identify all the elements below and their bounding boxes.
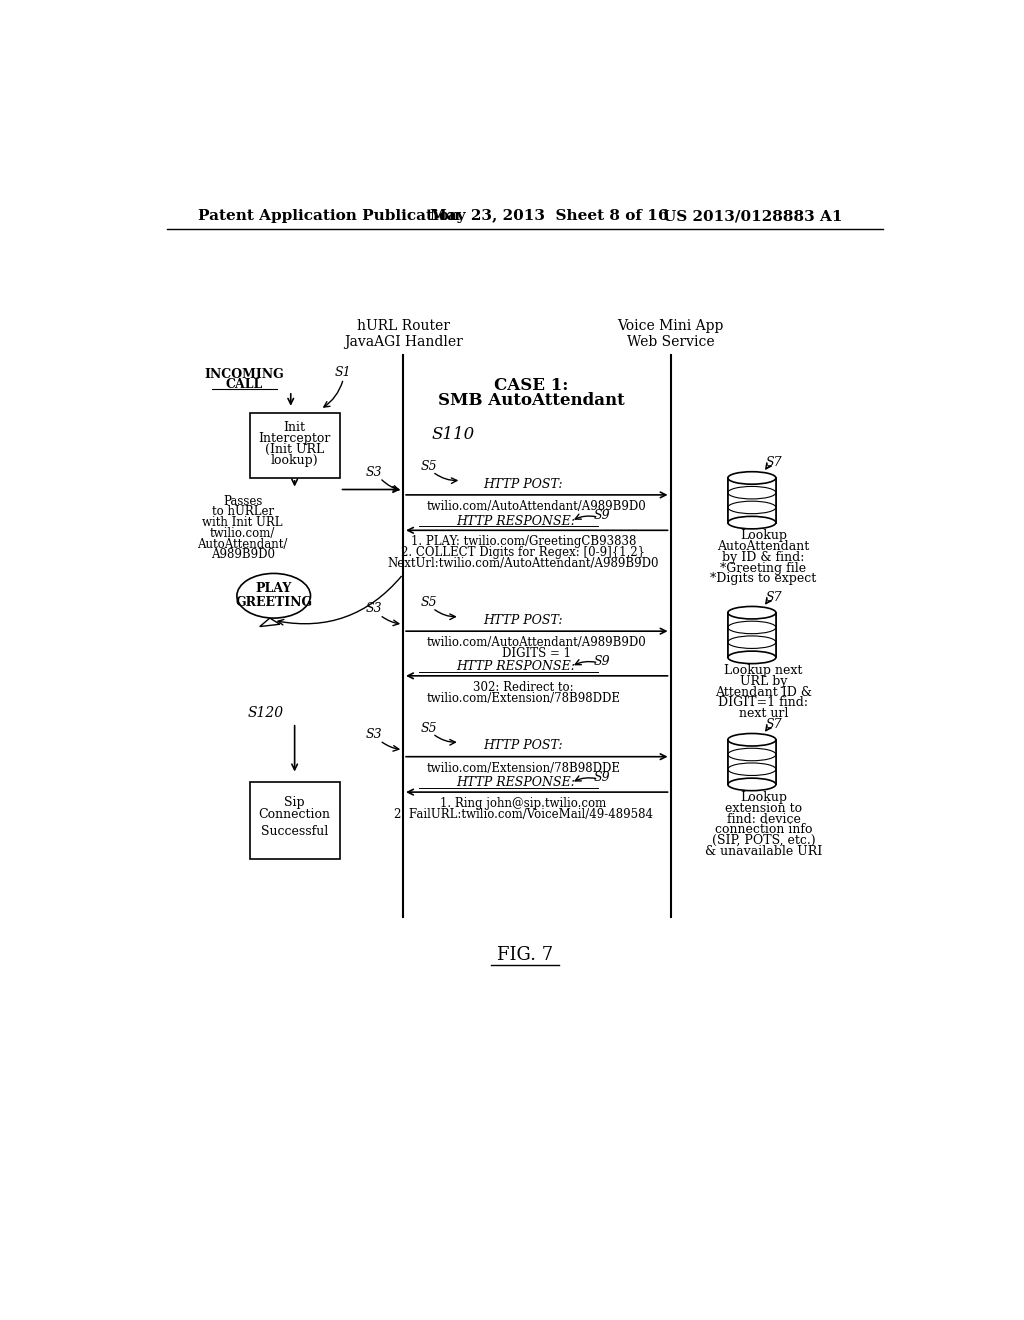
Text: HTTP RESPONSE:: HTTP RESPONSE:: [456, 776, 575, 789]
Text: twilio.com/Extension/78B98DDE: twilio.com/Extension/78B98DDE: [426, 762, 621, 775]
Text: SMB AutoAttendant: SMB AutoAttendant: [437, 392, 625, 409]
Text: GREETING: GREETING: [236, 597, 312, 610]
Text: Interceptor: Interceptor: [258, 432, 331, 445]
Text: HTTP RESPONSE:: HTTP RESPONSE:: [456, 660, 575, 673]
Text: Lookup: Lookup: [740, 529, 787, 543]
Text: S7: S7: [765, 718, 782, 731]
Text: Lookup: Lookup: [740, 791, 787, 804]
Text: S5: S5: [421, 722, 437, 735]
Ellipse shape: [728, 734, 776, 746]
Ellipse shape: [728, 516, 776, 529]
Text: HTTP POST:: HTTP POST:: [483, 478, 563, 491]
Bar: [728, 612, 776, 657]
Text: NextUrl:twilio.com/AutoAttendant/A989B9D0: NextUrl:twilio.com/AutoAttendant/A989B9D…: [387, 557, 659, 570]
Text: S9: S9: [594, 510, 610, 523]
Ellipse shape: [237, 573, 310, 618]
Text: Patent Application Publication: Patent Application Publication: [198, 209, 460, 223]
Text: US 2013/0128883 A1: US 2013/0128883 A1: [663, 209, 843, 223]
Text: S5: S5: [421, 597, 437, 610]
Text: twilio.com/Extension/78B98DDE: twilio.com/Extension/78B98DDE: [426, 692, 621, 705]
Text: FIG. 7: FIG. 7: [497, 946, 553, 965]
Text: S3: S3: [367, 727, 383, 741]
Text: S3: S3: [367, 602, 383, 615]
Text: Lookup next: Lookup next: [724, 664, 803, 677]
Text: 1. PLAY: twilio.com/GreetingCB93838: 1. PLAY: twilio.com/GreetingCB93838: [411, 536, 636, 548]
Text: *Digits to expect: *Digits to expect: [711, 573, 816, 585]
Bar: [728, 478, 776, 523]
Text: 2. FailURL:twilio.com/VoiceMail/49-489584: 2. FailURL:twilio.com/VoiceMail/49-48958…: [394, 808, 652, 821]
Ellipse shape: [728, 779, 776, 791]
Text: Voice Mini App
Web Service: Voice Mini App Web Service: [617, 319, 724, 348]
Text: extension to: extension to: [725, 801, 802, 814]
Text: DIGITS = 1: DIGITS = 1: [502, 647, 571, 660]
Text: CASE 1:: CASE 1:: [494, 378, 568, 395]
Text: with Init URL: with Init URL: [203, 516, 283, 529]
Text: S9: S9: [594, 771, 610, 784]
Text: 302: Redirect to:: 302: Redirect to:: [473, 681, 573, 694]
Text: PLAY: PLAY: [256, 582, 292, 595]
Text: & unavailable URI: & unavailable URI: [705, 845, 822, 858]
Ellipse shape: [728, 651, 776, 664]
Text: next url: next url: [738, 708, 788, 721]
Text: find: device: find: device: [727, 813, 801, 825]
Text: URL by: URL by: [739, 675, 787, 688]
Text: lookup): lookup): [270, 454, 318, 467]
Text: twilio.com/AutoAttendant/A989B9D0: twilio.com/AutoAttendant/A989B9D0: [427, 500, 646, 513]
Text: A989B9D0: A989B9D0: [211, 548, 274, 561]
Text: HTTP RESPONSE:: HTTP RESPONSE:: [456, 515, 575, 528]
Text: INCOMING: INCOMING: [205, 367, 284, 380]
Text: Attendant ID &: Attendant ID &: [715, 685, 812, 698]
Text: S7: S7: [765, 591, 782, 603]
Text: Init: Init: [284, 421, 305, 434]
Bar: [251, 412, 340, 478]
Text: 1. Ring john@sip.twilio.com: 1. Ring john@sip.twilio.com: [440, 797, 606, 810]
Text: hURL Router
JavaAGI Handler: hURL Router JavaAGI Handler: [344, 319, 463, 348]
Text: AutoAttendant: AutoAttendant: [718, 540, 810, 553]
Text: S120: S120: [248, 706, 284, 719]
Text: HTTP POST:: HTTP POST:: [483, 739, 563, 752]
Polygon shape: [260, 618, 280, 627]
Text: S9: S9: [594, 655, 610, 668]
Text: S3: S3: [367, 466, 383, 479]
Text: CALL: CALL: [225, 379, 263, 391]
Text: DIGIT=1 find:: DIGIT=1 find:: [719, 696, 809, 709]
Text: S7: S7: [765, 455, 782, 469]
Text: (SIP, POTS, etc.): (SIP, POTS, etc.): [712, 834, 815, 847]
Text: Successful: Successful: [261, 825, 329, 838]
Text: Sip: Sip: [285, 796, 305, 809]
Bar: [251, 781, 340, 859]
Text: HTTP POST:: HTTP POST:: [483, 614, 563, 627]
Text: *Greeting file: *Greeting file: [721, 561, 807, 574]
Text: (Init URL: (Init URL: [265, 444, 325, 455]
Text: connection info: connection info: [715, 824, 812, 837]
Text: S5: S5: [421, 459, 437, 473]
Text: twilio.com/: twilio.com/: [210, 527, 275, 540]
Ellipse shape: [728, 471, 776, 484]
Ellipse shape: [728, 606, 776, 619]
Text: 2. COLLECT Digits for Regex: [0-9]{1,2}: 2. COLLECT Digits for Regex: [0-9]{1,2}: [401, 546, 645, 560]
Text: May 23, 2013  Sheet 8 of 16: May 23, 2013 Sheet 8 of 16: [430, 209, 669, 223]
Text: by ID & find:: by ID & find:: [722, 550, 805, 564]
Bar: [728, 739, 776, 784]
Text: AutoAttendant/: AutoAttendant/: [198, 537, 288, 550]
Text: Connection: Connection: [259, 808, 331, 821]
Text: S1: S1: [335, 366, 352, 379]
Text: twilio.com/AutoAttendant/A989B9D0: twilio.com/AutoAttendant/A989B9D0: [427, 636, 646, 649]
Text: S110: S110: [432, 425, 475, 442]
Text: to hURLer: to hURLer: [212, 506, 273, 519]
Text: Passes: Passes: [223, 495, 262, 508]
